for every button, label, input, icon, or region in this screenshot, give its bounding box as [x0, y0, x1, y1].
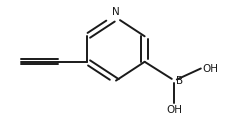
Text: N: N — [112, 7, 119, 17]
Text: B: B — [175, 76, 182, 86]
Text: OH: OH — [201, 64, 217, 73]
Text: OH: OH — [166, 105, 182, 115]
